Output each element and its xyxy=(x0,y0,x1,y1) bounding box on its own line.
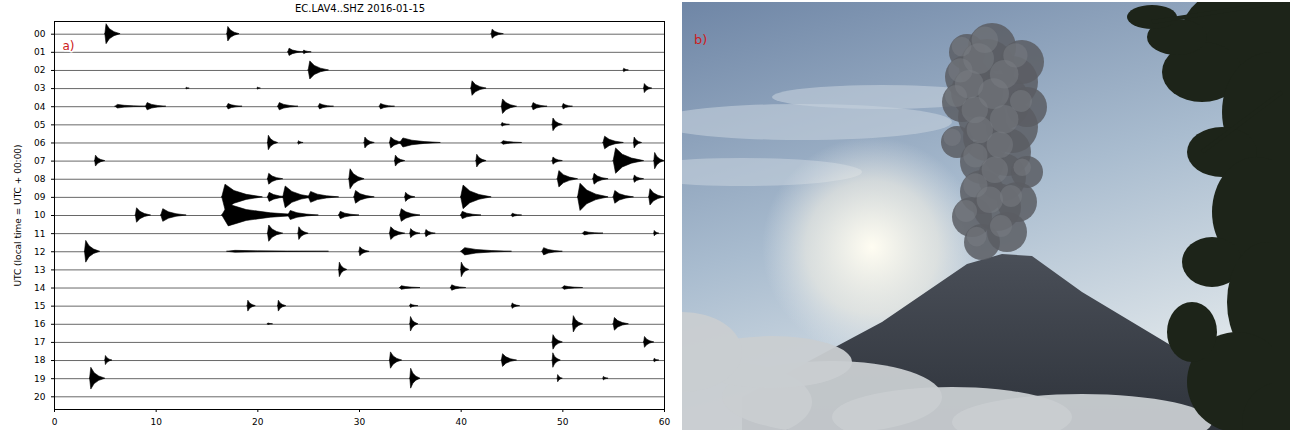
svg-text:20: 20 xyxy=(34,392,46,402)
svg-text:50: 50 xyxy=(557,417,569,427)
svg-text:UTC (local time = UTC + 00:00): UTC (local time = UTC + 00:00) xyxy=(13,144,23,286)
svg-text:01: 01 xyxy=(34,47,45,57)
svg-text:60: 60 xyxy=(659,417,671,427)
svg-text:04: 04 xyxy=(34,102,46,112)
svg-text:10: 10 xyxy=(34,210,46,220)
svg-text:17: 17 xyxy=(34,337,45,347)
svg-text:15: 15 xyxy=(34,301,45,311)
svg-text:a): a) xyxy=(63,39,75,53)
svg-text:b): b) xyxy=(694,32,707,47)
svg-text:18: 18 xyxy=(34,355,46,365)
svg-text:03: 03 xyxy=(34,83,45,93)
svg-text:09: 09 xyxy=(34,192,46,202)
svg-text:05: 05 xyxy=(34,120,45,130)
svg-text:00: 00 xyxy=(34,29,46,39)
svg-text:11: 11 xyxy=(34,229,45,239)
svg-text:19: 19 xyxy=(34,374,46,384)
svg-text:12: 12 xyxy=(34,247,45,257)
svg-text:06: 06 xyxy=(34,138,46,148)
svg-text:20: 20 xyxy=(252,417,264,427)
svg-text:13: 13 xyxy=(34,265,45,275)
svg-text:07: 07 xyxy=(34,156,45,166)
svg-text:02: 02 xyxy=(34,65,45,75)
svg-text:40: 40 xyxy=(455,417,467,427)
svg-text:10: 10 xyxy=(150,417,162,427)
svg-text:0: 0 xyxy=(52,417,58,427)
svg-text:16: 16 xyxy=(34,319,46,329)
html-text:EC.LAV4..SHZ 2016-01-15: EC.LAV4..SHZ 2016-01-15 xyxy=(295,3,425,14)
svg-text:08: 08 xyxy=(34,174,46,184)
svg-text:14: 14 xyxy=(34,283,46,293)
svg-text:30: 30 xyxy=(354,417,366,427)
